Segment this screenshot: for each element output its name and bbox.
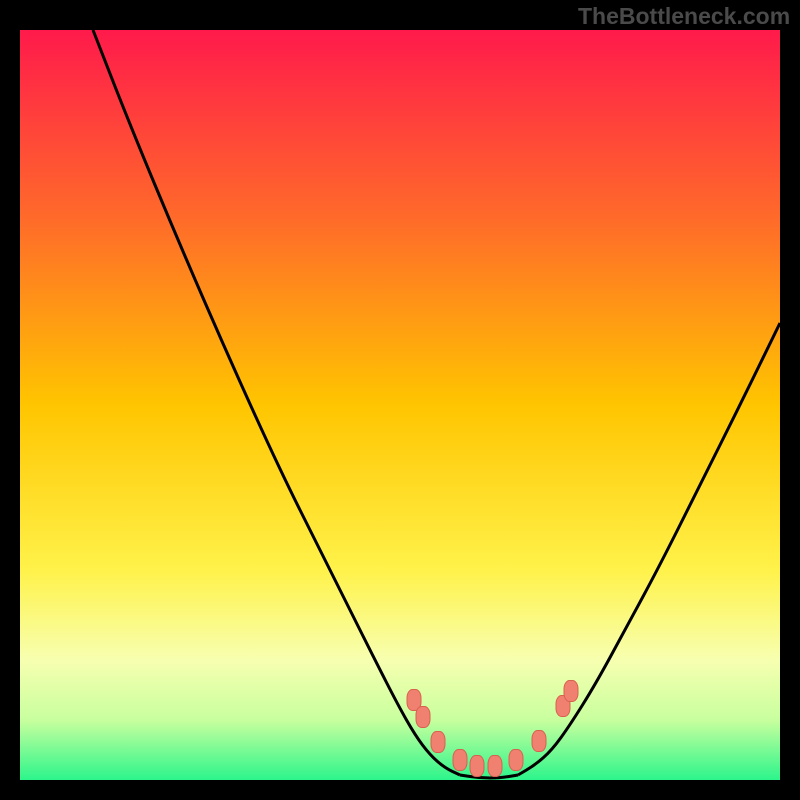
- outer-frame: TheBottleneck.com: [0, 0, 800, 800]
- highlight-marker: [470, 755, 485, 777]
- highlight-marker: [509, 749, 524, 771]
- highlight-marker: [488, 755, 503, 777]
- highlight-marker: [431, 731, 446, 753]
- highlight-marker: [532, 730, 547, 752]
- curve-layer: [0, 0, 800, 800]
- highlight-marker: [564, 680, 579, 702]
- highlight-marker: [416, 706, 431, 728]
- highlight-marker: [453, 749, 468, 771]
- bottleneck-curve-left: [93, 30, 460, 775]
- bottleneck-curve-valley: [460, 775, 518, 778]
